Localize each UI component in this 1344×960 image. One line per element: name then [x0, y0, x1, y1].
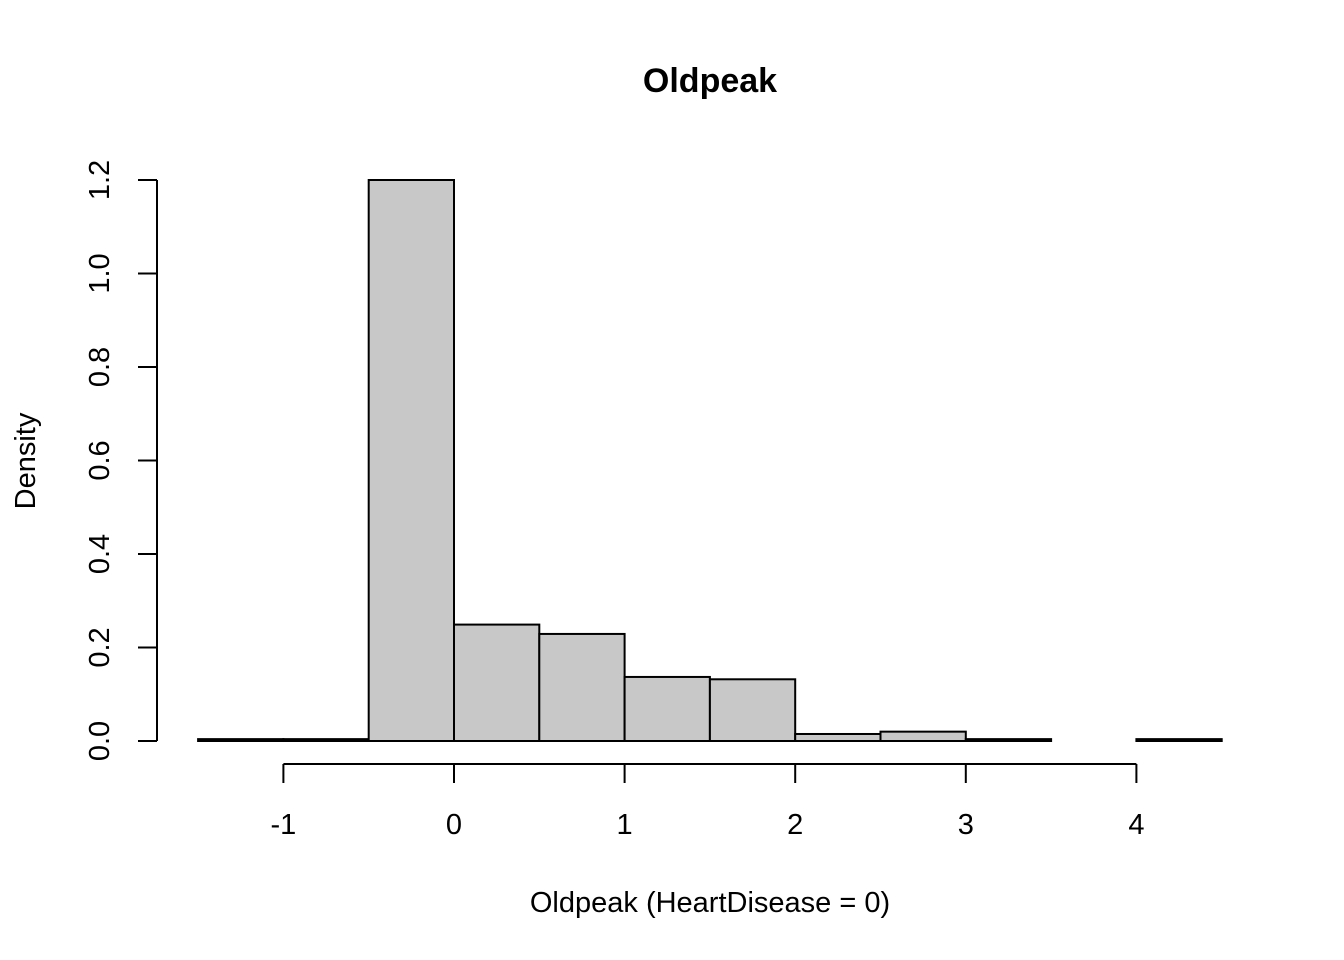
x-tick-label: -1 — [271, 809, 297, 841]
y-tick-label: 0.0 — [84, 721, 116, 761]
histogram-bar-5 — [623, 675, 711, 743]
histogram-bar-3 — [453, 623, 541, 743]
x-tick-label: 3 — [958, 809, 974, 841]
histogram-bar-4 — [538, 632, 626, 743]
histogram-bar-11 — [1135, 738, 1223, 743]
x-tick-label: 4 — [1128, 809, 1144, 841]
histogram-bar-8 — [879, 730, 967, 743]
histogram-bar-0 — [197, 738, 285, 743]
y-tick-label: 1.2 — [84, 160, 116, 200]
x-axis: -1 0 1 2 3 4 — [271, 763, 1144, 841]
bars-group — [197, 179, 1223, 743]
histogram-bar-6 — [708, 678, 797, 742]
histogram-bar-7 — [794, 732, 882, 742]
x-tick-label: 0 — [446, 809, 462, 841]
x-tick-label: 2 — [787, 809, 803, 841]
y-tick-label: 0.8 — [84, 347, 116, 387]
y-tick-label: 0.6 — [84, 440, 116, 480]
y-axis: 0.0 0.2 0.4 0.6 0.8 1.0 1.2 — [84, 160, 158, 761]
histogram-bar-1 — [282, 738, 370, 743]
x-axis-label: Oldpeak (HeartDisease = 0) — [530, 887, 890, 919]
histogram-bar-2 — [367, 179, 456, 742]
y-axis-label: Density — [10, 412, 42, 509]
x-tick-label: 1 — [617, 809, 633, 841]
y-tick-label: 1.0 — [84, 253, 116, 293]
histogram-bar-9 — [964, 738, 1053, 743]
chart-title: Oldpeak — [643, 62, 777, 100]
y-tick-label: 0.4 — [84, 534, 116, 574]
y-tick-label: 0.2 — [84, 627, 116, 667]
